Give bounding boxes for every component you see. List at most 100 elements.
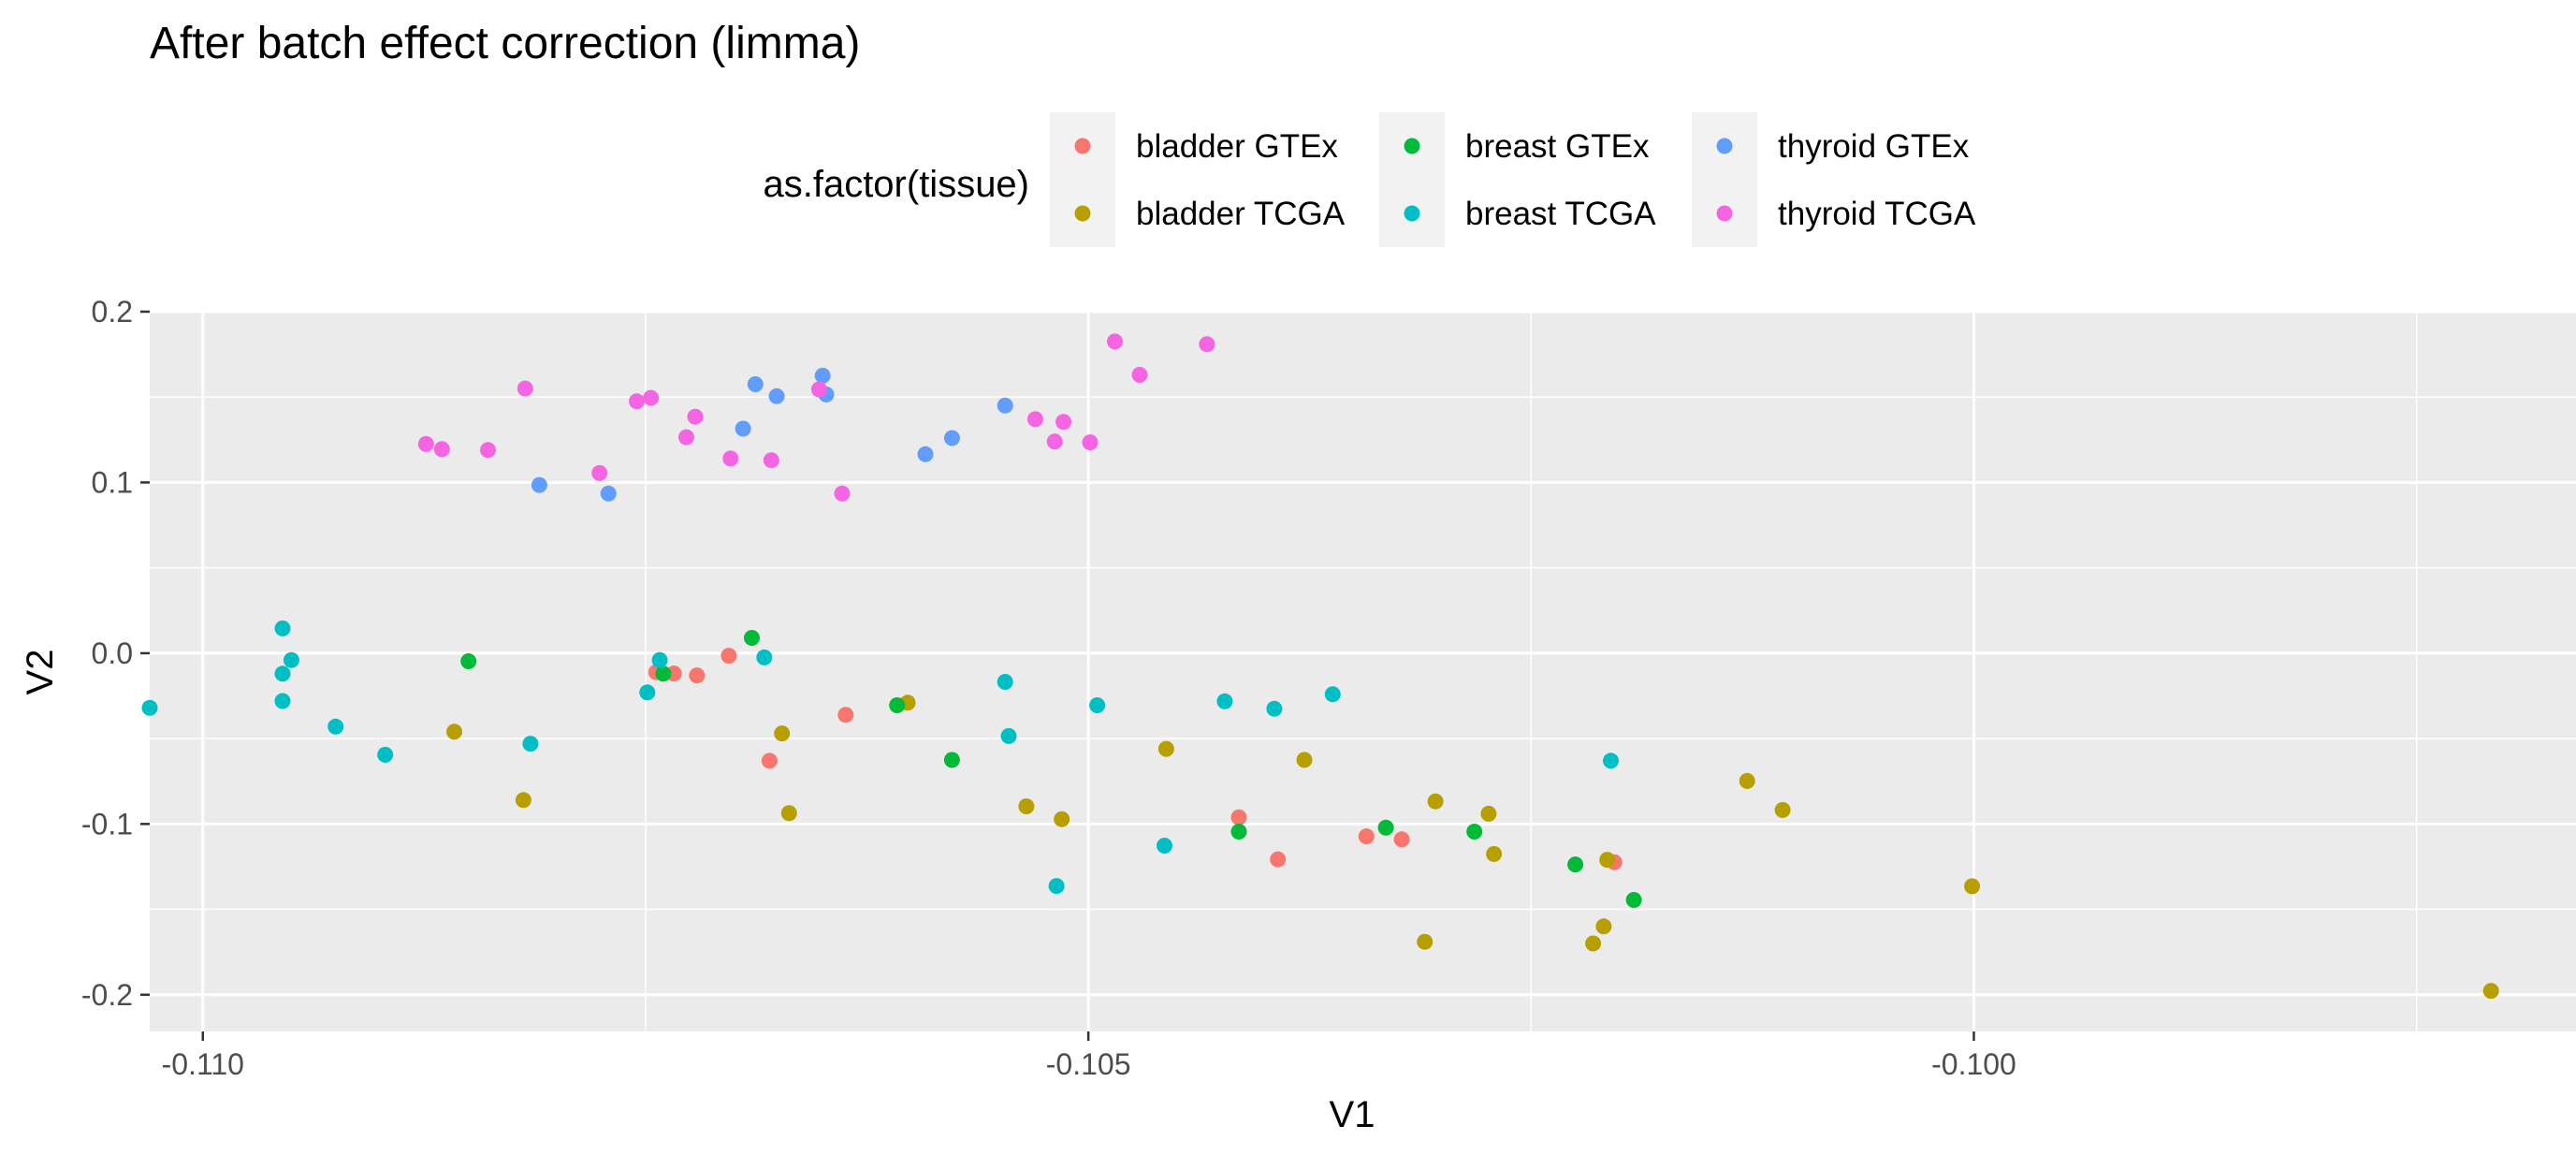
point-bladder-gtex (689, 667, 706, 684)
point-thyroid-tcga (591, 464, 608, 481)
y-tick-label: 0.1 (92, 465, 133, 499)
point-breast-tcga (1324, 686, 1341, 703)
point-thyroid-gtex (917, 446, 934, 462)
point-thyroid-tcga (643, 389, 660, 406)
point-breast-gtex (1567, 856, 1584, 873)
point-bladder-gtex (1358, 828, 1375, 845)
legend: as.factor(tissue) bladder GTEx bladder TC… (763, 112, 1976, 247)
point-thyroid-tcga (480, 442, 496, 459)
point-bladder-tcga (1774, 801, 1791, 818)
point-thyroid-gtex (531, 476, 547, 493)
point-thyroid-tcga (1199, 336, 1215, 353)
legend-label-breast-gtex: breast GTEx (1465, 128, 1650, 165)
point-thyroid-tcga (1046, 433, 1063, 450)
point-bladder-tcga (1296, 752, 1313, 768)
point-bladder-tcga (780, 805, 797, 822)
legend-marker-breast-gtex (1404, 138, 1420, 154)
point-thyroid-tcga (1082, 434, 1099, 451)
legend-label-breast-tcga: breast TCGA (1465, 196, 1656, 232)
y-tick-label: -0.1 (81, 807, 133, 841)
point-thyroid-tcga (433, 441, 450, 458)
point-bladder-tcga (1480, 805, 1497, 822)
point-thyroid-gtex (943, 430, 960, 446)
point-bladder-tcga (1739, 772, 1755, 789)
legend-label-bladder-gtex: bladder GTEx (1136, 128, 1338, 165)
point-breast-tcga (522, 736, 539, 753)
x-axis-title: V1 (1330, 1094, 1375, 1135)
point-thyroid-tcga (763, 452, 779, 469)
plot-panel (150, 312, 2576, 1031)
legend-marker-breast-tcga (1404, 205, 1420, 222)
point-breast-tcga (1266, 700, 1283, 717)
point-thyroid-tcga (722, 450, 739, 467)
legend-marker-thyroid-gtex (1716, 138, 1733, 154)
point-thyroid-gtex (997, 397, 1013, 414)
point-breast-tcga (756, 649, 773, 665)
legend-marker-thyroid-tcga (1716, 205, 1733, 222)
point-breast-gtex (1625, 892, 1642, 908)
grid-major (150, 310, 2576, 1031)
point-thyroid-gtex (600, 485, 617, 502)
y-axis: -0.2 -0.1 0.0 0.1 0.2 (81, 295, 150, 1012)
point-breast-gtex (655, 665, 672, 682)
point-thyroid-gtex (768, 387, 785, 404)
point-bladder-gtex (1393, 831, 1410, 848)
point-bladder-tcga (1018, 798, 1035, 814)
point-thyroid-tcga (1026, 411, 1043, 428)
point-thyroid-tcga (687, 408, 704, 425)
point-breast-gtex (1466, 824, 1483, 840)
point-bladder-tcga (774, 725, 791, 742)
point-thyroid-gtex (747, 376, 764, 392)
x-tick-label: -0.110 (162, 1047, 244, 1081)
point-breast-tcga (274, 620, 291, 636)
point-bladder-tcga (1427, 793, 1444, 810)
point-bladder-gtex (837, 707, 854, 724)
point-breast-tcga (1157, 838, 1172, 854)
point-breast-gtex (744, 630, 760, 646)
point-breast-tcga (274, 693, 291, 709)
point-bladder-tcga (1486, 845, 1503, 862)
x-tick-label: -0.105 (1046, 1047, 1131, 1081)
point-thyroid-gtex (735, 420, 751, 437)
legend-label-thyroid-tcga: thyroid TCGA (1778, 196, 1976, 232)
x-tick-label: -0.100 (1931, 1047, 2016, 1081)
legend-title: as.factor(tissue) (763, 164, 1029, 205)
point-bladder-tcga (1964, 878, 1981, 895)
point-breast-tcga (1603, 753, 1619, 769)
point-breast-tcga (274, 665, 291, 682)
point-bladder-gtex (1230, 809, 1247, 826)
point-bladder-gtex (720, 648, 737, 665)
point-thyroid-tcga (417, 435, 434, 452)
point-breast-tcga (1000, 727, 1017, 744)
point-bladder-tcga (1417, 933, 1434, 950)
point-thyroid-tcga (834, 485, 851, 502)
point-bladder-tcga (1585, 935, 1602, 952)
point-breast-gtex (889, 697, 906, 713)
chart-title: After batch effect correction (limma) (150, 19, 860, 68)
point-thyroid-tcga (810, 381, 827, 398)
point-thyroid-gtex (814, 367, 831, 384)
point-bladder-tcga (515, 792, 531, 809)
legend-marker-bladder-tcga (1074, 205, 1091, 222)
point-thyroid-tcga (1131, 367, 1148, 383)
point-breast-tcga (1048, 878, 1065, 895)
point-breast-tcga (639, 684, 656, 701)
y-tick-label: -0.2 (81, 978, 133, 1012)
point-breast-gtex (460, 653, 477, 669)
point-bladder-tcga (1599, 852, 1616, 869)
point-breast-tcga (1089, 697, 1106, 713)
point-breast-gtex (943, 752, 960, 768)
point-thyroid-tcga (629, 393, 645, 410)
point-breast-tcga (997, 674, 1013, 690)
point-thyroid-tcga (1107, 333, 1123, 350)
legend-marker-bladder-gtex (1074, 138, 1091, 154)
point-bladder-gtex (1270, 851, 1287, 868)
legend-label-bladder-tcga: bladder TCGA (1136, 196, 1346, 232)
point-bladder-tcga (1054, 811, 1070, 827)
point-breast-gtex (1377, 819, 1394, 836)
grid-minor (150, 312, 2576, 1031)
point-thyroid-tcga (517, 380, 533, 397)
point-thyroid-tcga (1055, 414, 1072, 431)
point-bladder-tcga (1157, 740, 1174, 757)
